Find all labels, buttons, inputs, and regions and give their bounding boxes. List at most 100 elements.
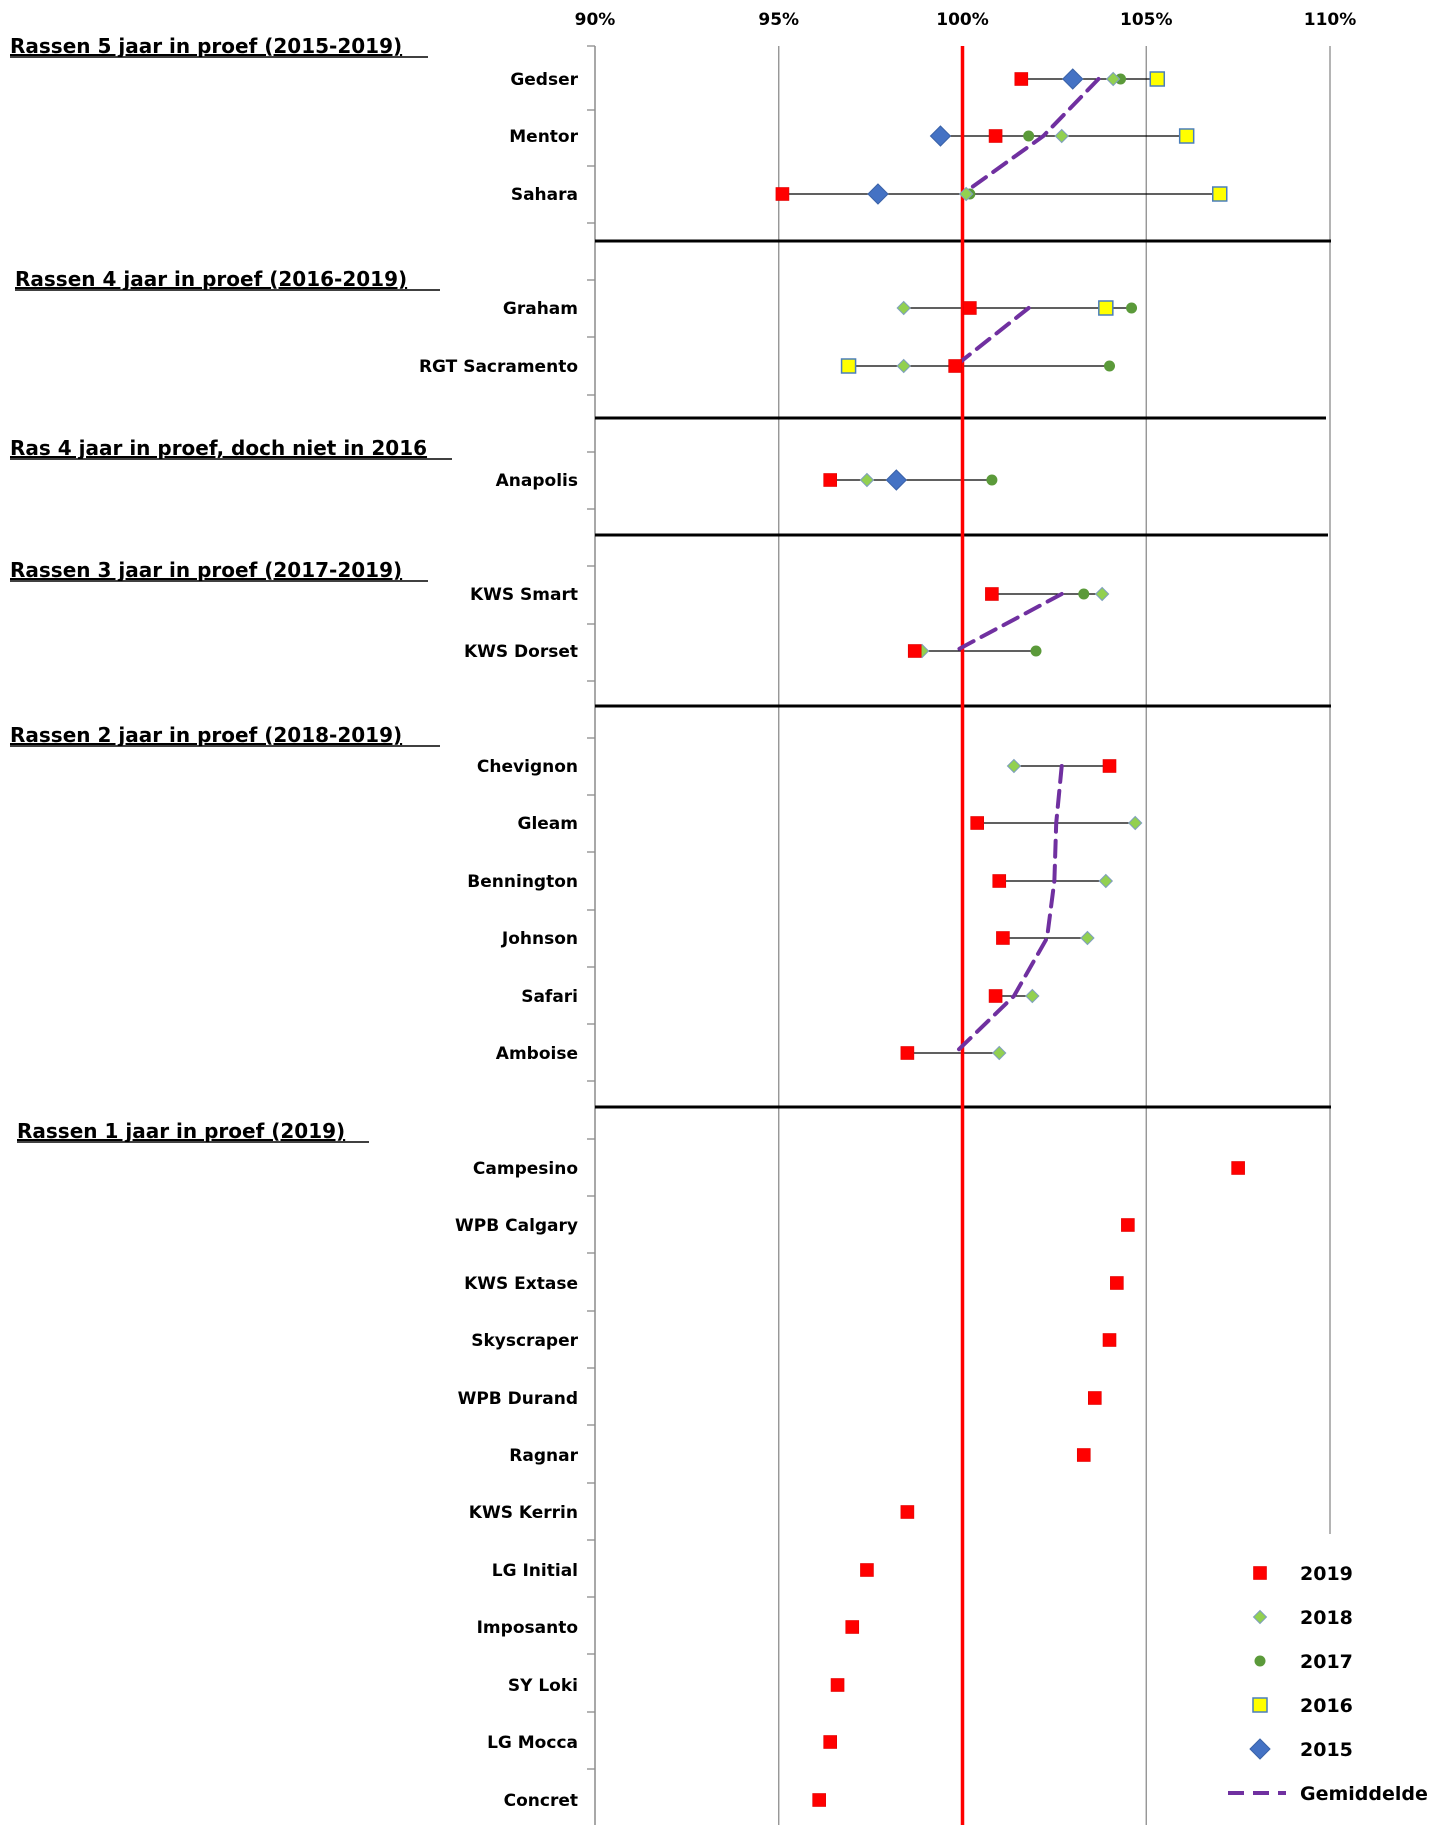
marker-2019 [996,931,1010,945]
marker-2019 [823,1735,838,1749]
marker-2016 [1149,71,1166,87]
category-label: Mentor [509,127,578,147]
category-label: WPB Durand [458,1389,578,1409]
marker-2016 [840,358,857,374]
marker-2019 [1253,1566,1267,1580]
group-title: Ras 4 jaar in proef, doch niet in 2016 [10,436,427,460]
marker-2017 [1126,302,1138,314]
marker-2018 [1252,1609,1268,1625]
marker-2017 [1115,73,1127,85]
average-lines [953,77,1101,1055]
marker-2019 [812,1793,826,1807]
marker-2017 [986,474,998,486]
x-tick-label: 100% [936,10,989,30]
category-label: LG Initial [492,1561,578,1581]
group-title: Rassen 5 jaar in proef (2015-2019) [10,34,402,58]
category-label: Graham [503,299,578,319]
category-label: Anapolis [496,471,578,491]
marker-2018 [1128,815,1143,831]
legend: 2019 2018 2017 2016 2015 Gemiddelde [1228,1563,1428,1805]
legend-label: 2015 [1300,1739,1353,1761]
marker-2019 [860,1563,874,1577]
marker-2019 [1014,72,1029,86]
marker-2015 [1249,1738,1271,1760]
marker-2018 [992,1045,1007,1061]
marker-2019 [992,874,1007,888]
group-title: Rassen 2 jaar in proef (2018-2019) [10,723,402,747]
marker-2019 [900,1505,915,1519]
marker-2015 [1062,68,1084,90]
marker-2016 [1098,300,1114,316]
legend-label: Gemiddelde [1300,1783,1428,1805]
category-label: KWS Extase [464,1274,578,1294]
group-title: Rassen 3 jaar in proef (2017-2019) [10,558,402,582]
marker-2017 [1078,588,1090,600]
marker-2019 [1076,1448,1091,1462]
marker-2019 [988,989,1003,1003]
marker-2019 [1121,1218,1135,1232]
marker-2018 [1094,586,1110,602]
category-label: Chevignon [477,757,578,777]
marker-2018 [1080,930,1095,946]
category-label: Bennington [467,872,578,892]
x-tick-label: 110% [1304,10,1357,30]
category-label: Sahara [511,185,578,205]
marker-2017 [1104,360,1115,372]
marker-2019 [963,301,977,315]
category-label: KWS Dorset [464,642,578,662]
x-tick-label: 90% [575,10,616,30]
marker-2017 [1023,130,1035,142]
marker-2017 [1030,645,1042,657]
marker-2019 [907,644,922,658]
marker-2019 [988,129,1003,143]
marker-2018 [859,472,875,488]
marker-2018 [1025,988,1040,1004]
category-label: KWS Kerrin [469,1503,578,1523]
category-label: LG Mocca [487,1733,578,1753]
marker-2015 [929,125,952,147]
marker-2018 [958,186,974,202]
marker-2018 [1006,758,1022,774]
x-tick-label: 105% [1120,10,1173,30]
category-label: Campesino [473,1159,578,1179]
marker-2018 [1105,71,1121,87]
marker-2017 [1254,1655,1266,1667]
marker-2019 [1102,1333,1117,1347]
marker-2016 [1212,186,1228,202]
marker-2018 [1054,128,1069,144]
category-label: RGT Sacramento [419,357,578,377]
marker-2019 [948,359,962,373]
marker-2019 [1231,1161,1245,1175]
category-label: SY Loki [508,1676,578,1696]
group-title: Rassen 1 jaar in proef (2019) [17,1119,345,1143]
legend-label: 2018 [1300,1607,1353,1629]
category-label: Johnson [501,929,578,949]
marker-2016 [1178,128,1195,144]
category-label: Amboise [496,1044,578,1064]
average-line [953,306,1031,368]
category-label: Imposanto [477,1618,578,1638]
x-tick-label: 95% [758,10,799,30]
category-label: Safari [521,987,578,1007]
average-line [953,592,1064,653]
marker-2019 [775,187,790,201]
category-label: Concret [504,1791,578,1811]
legend-label: 2019 [1300,1563,1353,1585]
marker-2018 [896,358,911,374]
marker-2018 [896,300,911,316]
category-label: Ragnar [509,1446,578,1466]
x-axis-ticks: 90% 95% 100% 105% 110% [575,10,1357,1825]
marker-2019 [830,1678,845,1692]
category-label: Gedser [510,70,578,90]
marker-2019 [985,587,999,601]
category-label: WPB Calgary [455,1216,578,1236]
category-label: Skyscraper [471,1331,578,1351]
marker-2019 [1088,1391,1102,1405]
marker-2016 [1252,1697,1268,1713]
marker-2015 [867,183,889,205]
marker-2015 [885,469,908,491]
category-label: KWS Smart [470,585,578,605]
data-markers [775,68,1245,1807]
group-titles: Rassen 5 jaar in proef (2015-2019) Rassen… [10,34,452,1143]
